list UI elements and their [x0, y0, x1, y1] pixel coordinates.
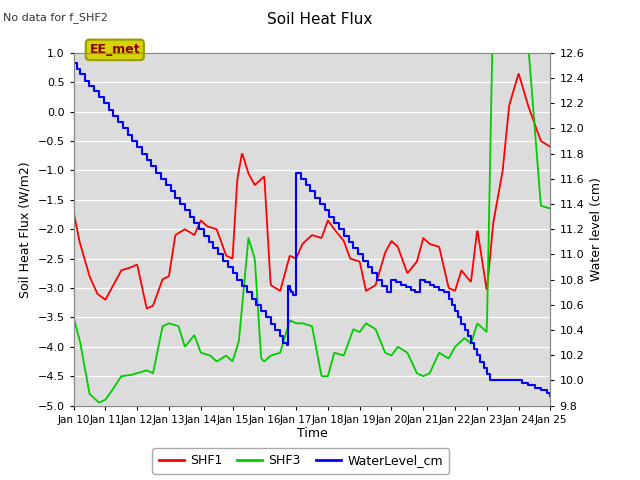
Legend: SHF1, SHF3, WaterLevel_cm: SHF1, SHF3, WaterLevel_cm — [152, 448, 449, 474]
Y-axis label: Soil Heat Flux (W/m2): Soil Heat Flux (W/m2) — [19, 161, 32, 298]
Text: No data for f_SHF2: No data for f_SHF2 — [3, 12, 108, 23]
Text: Soil Heat Flux: Soil Heat Flux — [268, 12, 372, 27]
X-axis label: Time: Time — [296, 427, 328, 441]
Text: EE_met: EE_met — [90, 43, 140, 56]
Y-axis label: Water level (cm): Water level (cm) — [590, 177, 603, 281]
